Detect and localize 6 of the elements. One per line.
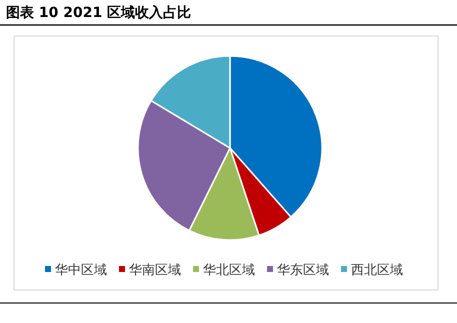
legend-label: 华南区域 — [129, 263, 181, 278]
chart-title: 图表 10 2021 区域收入占比 — [6, 5, 192, 21]
legend-label: 华中区域 — [55, 263, 107, 278]
legend-label: 华东区域 — [277, 263, 329, 278]
legend-label: 华北区域 — [203, 263, 255, 278]
legend-label: 西北区域 — [351, 263, 403, 278]
